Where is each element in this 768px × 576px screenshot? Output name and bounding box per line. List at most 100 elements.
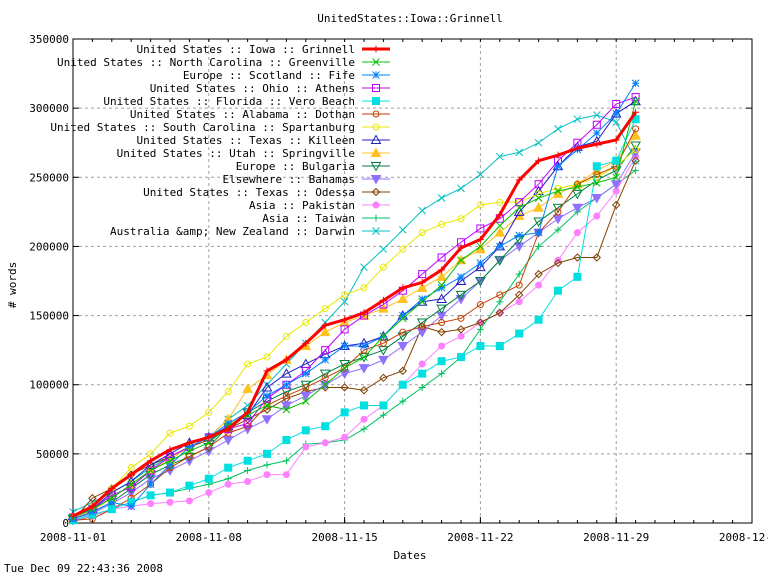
marker-triangle-filled: [533, 202, 544, 212]
marker-circle-filled: [535, 281, 543, 289]
legend-entry: Australia &amp; New Zealand :: Darwin: [110, 225, 390, 238]
marker-square-filled: [243, 456, 252, 465]
x-tick-label: 2008-12-06: [719, 531, 768, 544]
marker-square-filled: [515, 329, 524, 338]
marker-circle-open: [302, 318, 310, 326]
marker-square-filled: [301, 426, 310, 435]
marker-star: [301, 369, 310, 378]
marker-x: [573, 183, 582, 191]
marker-square-open: [612, 99, 621, 108]
marker-circle-open: [341, 291, 349, 299]
marker-diamond-open: [514, 290, 524, 300]
marker-square-filled: [360, 401, 368, 410]
legend-label: Asia :: Taiwan: [262, 212, 355, 225]
marker-plus: [476, 236, 484, 244]
legend-label: United States :: Ohio :: Athens: [150, 82, 355, 95]
marker-triangle-down-open: [370, 162, 382, 172]
marker-square-filled: [372, 97, 380, 105]
marker-circle-open: [263, 353, 271, 361]
legend-entry: Asia :: Taiwan: [262, 212, 390, 225]
marker-circle-open: [321, 305, 329, 313]
marker-plus: [612, 136, 620, 144]
marker-x: [263, 401, 271, 410]
marker-circle-open: [418, 323, 426, 331]
marker-triangle-down-open: [339, 359, 350, 370]
legend-entry: United States :: Florida :: Vero Beach: [103, 95, 390, 108]
marker-circle-filled: [321, 439, 329, 447]
marker-circle-open: [185, 422, 193, 430]
legend-entry: United States :: North Carolina :: Green…: [57, 56, 390, 69]
x-tick-label: 2008-11-08: [176, 531, 242, 544]
marker-triangle-open: [513, 206, 525, 216]
timestamp: Tue Dec 09 22:43:36 2008: [4, 562, 163, 575]
marker-star: [263, 391, 271, 400]
marker-star: [224, 419, 233, 428]
marker-plus: [282, 457, 290, 465]
marker-diamond-open: [573, 253, 582, 262]
marker-diamond-open: [340, 383, 349, 392]
marker-circle-filled: [573, 229, 581, 237]
marker-circle-filled: [341, 433, 349, 441]
marker-x: [301, 397, 310, 406]
marker-square-filled: [592, 162, 601, 171]
marker-star: [282, 380, 291, 389]
marker-circle-filled: [166, 498, 174, 506]
marker-triangle-filled: [242, 383, 253, 393]
marker-circle-open: [496, 198, 504, 206]
marker-plus: [438, 370, 446, 378]
marker-circle-open: [205, 443, 213, 451]
marker-plus: [554, 151, 562, 159]
marker-square-filled: [476, 341, 485, 350]
marker-plus: [515, 176, 523, 184]
marker-triangle-filled: [494, 227, 506, 237]
legend-label: Asia :: Pakistan: [249, 199, 355, 212]
y-tick-label: 200000: [29, 240, 69, 253]
marker-triangle-filled: [416, 282, 428, 292]
marker-plus: [535, 242, 543, 250]
legend-entry: United States :: Texas :: Odessa: [143, 186, 390, 199]
marker-plus: [418, 278, 426, 286]
marker-triangle-open: [436, 293, 447, 303]
marker-x: [476, 242, 485, 251]
marker-plus: [360, 425, 368, 433]
marker-triangle-open: [475, 261, 486, 272]
marker-star: [631, 79, 640, 88]
marker-plus: [224, 425, 232, 433]
marker-square-open: [534, 180, 543, 189]
series-europe-scotland-fife: [69, 79, 640, 523]
marker-star: [340, 342, 349, 350]
marker-triangle-down-open: [397, 332, 409, 342]
marker-x: [360, 263, 368, 272]
legend-entry: United States :: Alabama :: Dothan: [130, 108, 390, 121]
marker-x: [612, 173, 621, 182]
y-tick-label: 50000: [36, 448, 69, 461]
marker-triangle-filled: [436, 271, 447, 281]
marker-square-filled: [457, 353, 465, 362]
marker-diamond-open: [592, 253, 602, 262]
marker-circle-filled: [593, 212, 601, 220]
marker-triangle-down-filled: [416, 328, 428, 338]
legend-entry: Europe :: Bulgaria: [236, 160, 390, 173]
marker-circle-open: [476, 301, 484, 309]
marker-x: [592, 111, 601, 119]
marker-square-open: [592, 120, 601, 129]
marker-x: [457, 256, 465, 265]
legend-entry: Elsewhere :: Bahamas: [223, 173, 390, 186]
marker-x: [418, 297, 427, 306]
marker-plus: [476, 325, 484, 333]
x-tick-label: 2008-11-29: [583, 531, 649, 544]
legend-label: Europe :: Bulgaria: [236, 160, 355, 173]
marker-circle-filled: [224, 480, 232, 488]
marker-circle-filled: [360, 415, 368, 423]
marker-plus: [302, 339, 310, 347]
marker-circle-open: [554, 208, 562, 216]
marker-x: [437, 194, 446, 202]
legend-label: Elsewhere :: Bahamas: [223, 173, 355, 186]
marker-star: [437, 284, 446, 292]
marker-x: [379, 245, 388, 254]
marker-diamond-open: [398, 366, 408, 376]
marker-diamond-open: [534, 269, 543, 279]
marker-x: [379, 332, 388, 341]
marker-x: [554, 187, 562, 195]
